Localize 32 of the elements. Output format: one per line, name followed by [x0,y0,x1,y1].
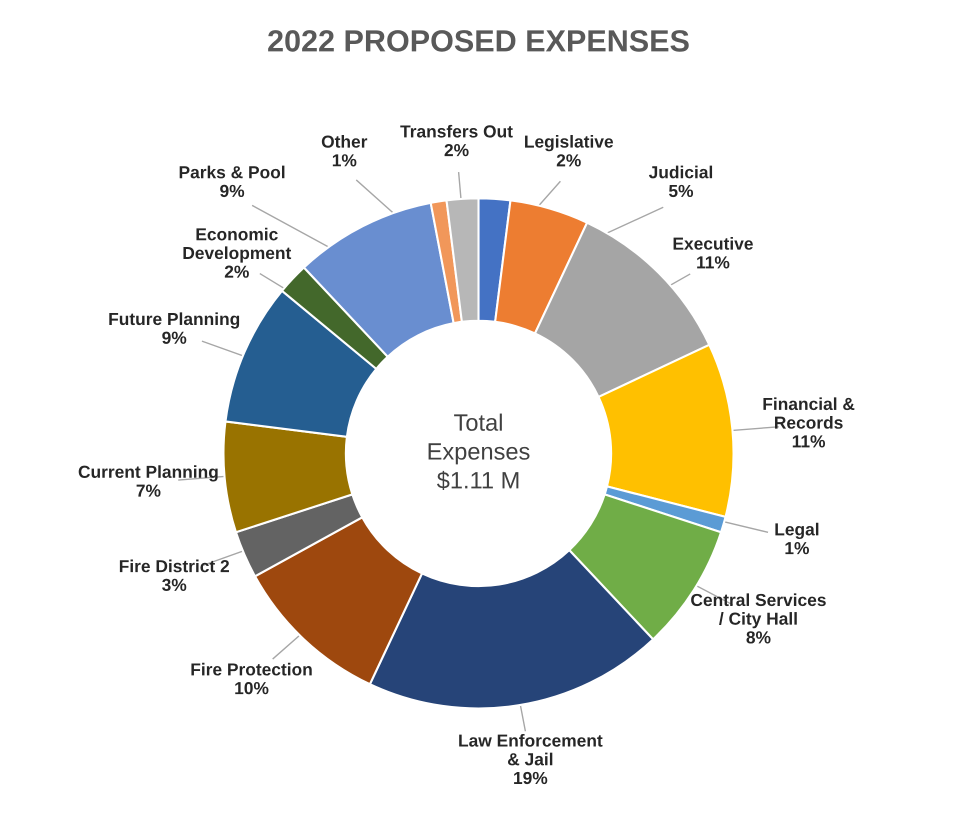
data-label: 10% [235,682,268,694]
slice-label: Central Services / City Hall [691,593,826,628]
slice-label: Economic Development [183,228,292,263]
data-label: 3% [162,578,186,592]
slice-label: Financial & Records [763,397,854,429]
slice-label: Fire Protection [191,662,312,676]
data-label: 9% [162,332,186,344]
data-label: 1% [785,542,809,554]
slice-label: Law Enforcement & Jail [459,734,603,766]
data-label: 2% [224,266,249,278]
slice-label: Legal [775,522,818,540]
data-label: 2% [556,154,581,166]
slice-label: Future Planning [109,312,240,329]
slice-label: Other [322,135,368,148]
chart-title: 2022 PROPOSED EXPENSES [268,30,689,52]
slice-label: Parks & Pool [180,166,284,178]
data-label: 8% [746,631,771,644]
slice-label: Judicial [648,166,712,178]
slice-label: Legislative [525,134,614,152]
slice-label: Fire District 2 [120,560,229,572]
data-label: 9% [220,184,244,198]
data-label: 11% [697,256,730,268]
text: Total Expenses $1.11 M [428,414,530,490]
data-label: 5% [668,184,694,198]
data-label: 2% [444,144,469,156]
slice-label: Current Planning [78,465,218,482]
slice-label: Transfers Out [400,124,513,138]
data-label: 1% [332,154,356,166]
data-label: 11% [792,435,826,448]
slice-label: Executive [674,237,753,250]
data-label: 19% [514,772,548,784]
data-label: 7% [136,484,160,497]
